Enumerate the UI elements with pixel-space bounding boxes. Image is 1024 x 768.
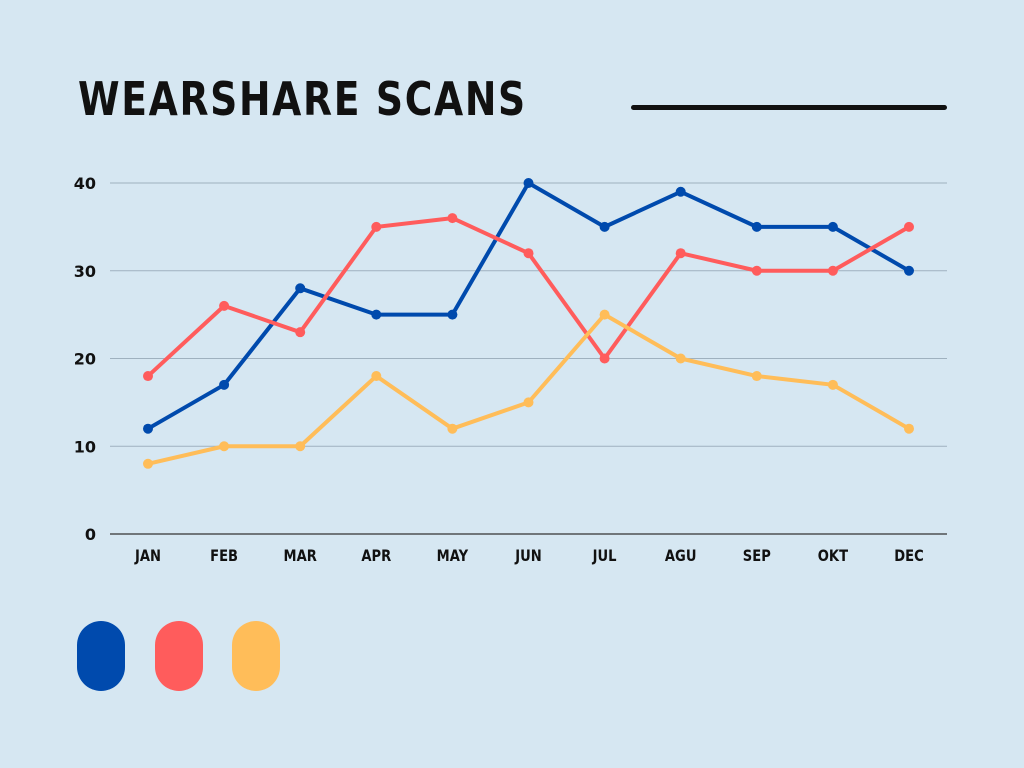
y-tick-label: 30 <box>74 262 96 281</box>
series-3-point <box>751 371 762 382</box>
series-3-point <box>143 458 153 469</box>
series-2-point <box>295 327 306 338</box>
series-2-point <box>523 248 534 259</box>
series-2-line <box>146 216 911 379</box>
series-1-point <box>447 309 458 320</box>
series-lines <box>143 178 914 469</box>
series-3-point <box>827 379 838 390</box>
legend-swatch-2 <box>155 621 203 691</box>
series-2-point <box>904 221 914 232</box>
series-1-point <box>295 283 306 294</box>
x-tick-label: APR <box>361 547 391 566</box>
series-1-point <box>143 423 153 434</box>
x-tick-label: AGU <box>665 547 697 566</box>
x-tick-label: MAR <box>284 547 317 566</box>
x-tick-label: JAN <box>134 547 161 566</box>
series-1-point <box>675 186 686 197</box>
grid-lines <box>110 182 947 535</box>
y-tick-label: 0 <box>85 525 96 544</box>
x-axis-ticks: JAN FEB MAR APR MAY JUN JUL AGU SEP OKT DEC <box>134 547 924 566</box>
x-tick-label: JUN <box>514 547 541 566</box>
x-tick-label: JUL <box>592 547 617 566</box>
series-3-point <box>904 423 914 434</box>
x-tick-label: FEB <box>210 547 238 566</box>
series-1-point <box>523 178 534 188</box>
series-3-point <box>371 371 382 382</box>
series-2-point <box>143 371 153 382</box>
chart-title: WEARSHARE SCANS <box>78 72 527 126</box>
series-2-point <box>827 265 838 276</box>
series-2-point <box>371 221 382 232</box>
series-3-point <box>447 423 458 434</box>
series-3-point <box>599 309 610 320</box>
x-tick-label: MAY <box>437 547 469 566</box>
series-2-point <box>675 248 686 259</box>
y-tick-label: 20 <box>74 350 96 369</box>
x-tick-label: DEC <box>894 547 923 566</box>
series-3-point <box>219 441 230 452</box>
series-1-line <box>146 181 911 431</box>
series-1-point <box>219 379 230 390</box>
series-3-point <box>523 397 534 408</box>
x-tick-label: SEP <box>743 547 771 566</box>
legend-swatch-1 <box>77 621 125 691</box>
series-1-point <box>827 221 838 232</box>
series-2-point <box>447 213 458 224</box>
series-3-point <box>675 353 686 364</box>
title-underline <box>631 105 947 110</box>
series-3-point <box>295 441 306 452</box>
y-tick-label: 40 <box>74 174 96 193</box>
legend-swatch-3 <box>232 621 280 691</box>
y-axis-ticks: 0 10 20 30 40 <box>74 174 96 544</box>
series-1-point <box>904 265 914 276</box>
series-1-point <box>599 221 610 232</box>
x-tick-label: OKT <box>818 547 848 566</box>
series-1-point <box>751 221 762 232</box>
series-2-point <box>599 353 610 364</box>
series-2-point <box>751 265 762 276</box>
series-1-point <box>371 309 382 320</box>
y-tick-label: 10 <box>74 437 96 456</box>
series-2-point <box>219 300 230 311</box>
